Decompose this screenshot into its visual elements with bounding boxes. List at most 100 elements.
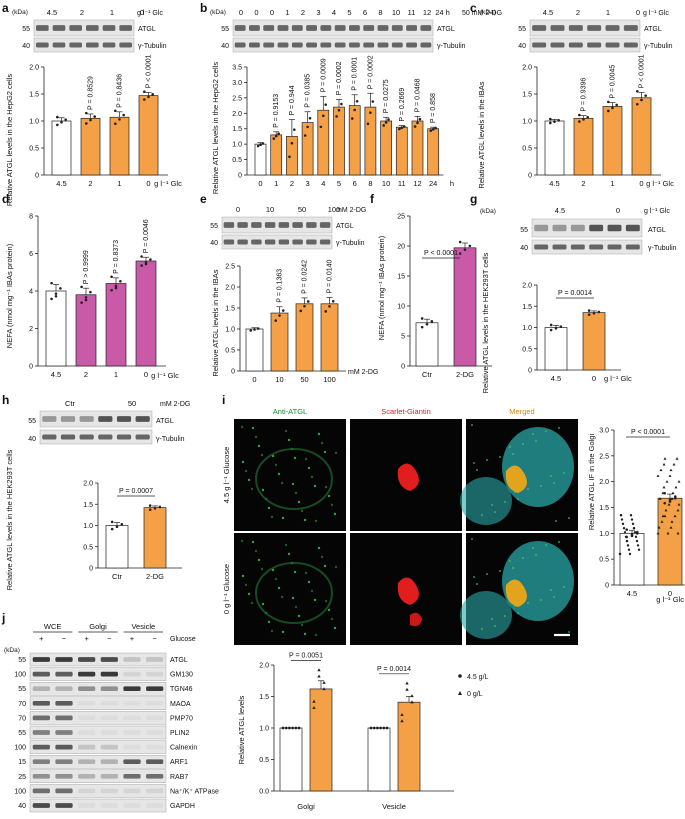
f-bar — [415, 322, 439, 367]
h-unit: mM 2-DG — [160, 401, 190, 408]
d-ytick-label: 0 — [29, 364, 33, 371]
j-blot-label: GM130 — [170, 672, 193, 679]
e-atgl-band — [292, 222, 303, 228]
i-green-puncta — [558, 541, 560, 543]
i-data-point — [626, 544, 630, 547]
i-ytick-label: 0.5 — [599, 557, 609, 564]
h-atgl-band — [98, 416, 113, 422]
i-data-point — [669, 468, 673, 472]
i-green-puncta — [317, 432, 321, 436]
e-data-point — [256, 327, 260, 330]
i-green-puncta — [257, 444, 261, 448]
b-kda: (kDa) — [210, 9, 226, 16]
d-data-point — [54, 294, 58, 298]
c-data-point — [607, 109, 610, 113]
g-data-point — [554, 327, 558, 330]
i-data-point — [631, 522, 635, 526]
g-atgl-band — [552, 224, 567, 232]
h-mw: 40 — [28, 436, 36, 443]
i-green-puncta — [260, 453, 264, 457]
j-condition-label: Glucose — [170, 636, 196, 643]
a-bar — [51, 120, 72, 176]
a-xtick-label: 2 — [88, 179, 92, 188]
i-data-point — [657, 525, 661, 529]
j-6-membrane — [29, 740, 167, 754]
c-ylabel: Relative ATGL levels in the IBAs — [477, 81, 486, 188]
i-green-puncta — [320, 441, 324, 445]
b-atgl-band — [349, 25, 360, 31]
i-green-puncta — [323, 450, 327, 454]
f-ytick-label: 20 — [397, 244, 405, 251]
h-mw: 55 — [28, 418, 36, 425]
i-lower-data-point — [405, 687, 409, 691]
j-blot-label: PLIN2 — [170, 730, 190, 737]
i-lower-group-label: Golgi — [297, 802, 315, 811]
i-green-puncta — [535, 554, 537, 556]
i-green-puncta — [280, 595, 284, 599]
j-2-membrane — [29, 682, 167, 696]
h-tubulin-band — [116, 434, 132, 440]
j-5-membrane — [29, 725, 167, 740]
h-bar — [143, 507, 167, 569]
b-data-point — [324, 103, 328, 106]
b-data-point — [429, 129, 433, 132]
i-green-puncta — [334, 565, 338, 569]
h-tubulin-band — [42, 434, 57, 440]
g-atgl-membrane — [531, 218, 643, 238]
i-green-puncta — [517, 498, 519, 500]
i-green-puncta — [563, 472, 565, 474]
b-atgl-band — [320, 25, 332, 31]
i-lower-data-point — [294, 726, 298, 730]
panel-b-letter: b — [200, 1, 207, 15]
i-cell-outline — [255, 448, 333, 510]
g-data-point — [549, 328, 553, 332]
c-atgl-band — [550, 25, 565, 31]
b-bar — [411, 120, 424, 176]
b-tubulin-band — [363, 42, 375, 48]
e-atgl-band — [306, 222, 317, 228]
i-green-puncta — [307, 580, 311, 584]
i-data-point — [670, 497, 674, 500]
j-blot-label: ATGL — [170, 657, 188, 664]
i-green-puncta — [313, 598, 317, 602]
j-0-band — [55, 657, 73, 662]
b-ytick-label: 0 — [238, 173, 242, 180]
a-data-point — [118, 118, 121, 121]
b-atgl-band — [306, 25, 317, 31]
a-bar — [138, 95, 159, 176]
i-channel-label: Scarlet-Giantin — [381, 407, 431, 416]
a-data-point — [56, 115, 59, 119]
j-5-band — [146, 730, 164, 735]
b-atgl-band — [249, 25, 260, 31]
b-pvalue: P = 0.0001 — [352, 57, 359, 91]
i-bar — [619, 532, 645, 586]
d-xtick-label: 1 — [114, 370, 118, 379]
j-0-band — [78, 657, 96, 662]
b-tubulin-band — [334, 42, 346, 48]
c-data-point — [586, 115, 589, 119]
d-xunit: g l⁻¹ Glc — [151, 371, 179, 380]
i-green-puncta — [517, 612, 519, 614]
i-green-puncta — [294, 605, 298, 609]
i-green-puncta — [473, 462, 475, 464]
i-green-puncta — [307, 466, 311, 470]
b-xtick-label: 24 — [429, 179, 437, 188]
i-lower-group-label: Vesicle — [382, 802, 406, 811]
c-ytick-label: 1.0 — [522, 119, 532, 126]
b-atgl-band — [277, 25, 289, 31]
i-data-point — [663, 501, 667, 505]
i-green-puncta — [304, 571, 308, 575]
c-bar — [602, 106, 623, 176]
i-green-puncta — [532, 433, 534, 435]
a-data-point — [60, 120, 63, 124]
c-xtick-label: 1 — [610, 179, 614, 188]
i-green-puncta — [274, 577, 278, 581]
i-data-point — [669, 525, 673, 529]
h-data-point — [148, 504, 152, 507]
e-pvalue: P = 0.0140 — [327, 259, 334, 293]
e-xtick-label: 100 — [323, 375, 336, 384]
panel-g-letter: g — [470, 192, 477, 206]
b-pvalue: P = 0.0385 — [305, 74, 312, 108]
e-mw: 40 — [210, 240, 218, 247]
j-3-band — [100, 700, 118, 706]
